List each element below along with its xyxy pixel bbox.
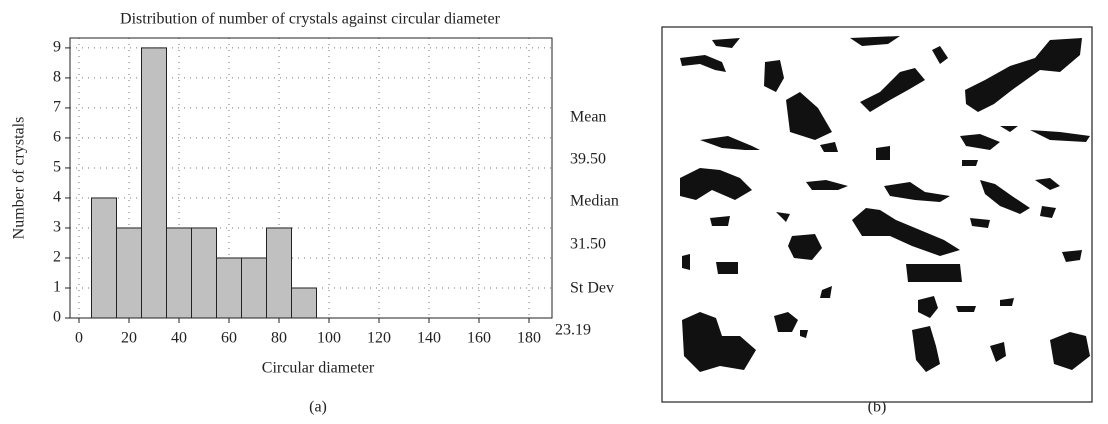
x-tick-label: 60 [221, 330, 237, 347]
bar [241, 257, 267, 319]
crystals [680, 36, 1090, 372]
x-tick-label: 140 [417, 330, 441, 347]
x-tick-label: 120 [367, 330, 391, 347]
y-tick-label: 1 [53, 279, 61, 296]
crystal-image [661, 26, 1093, 403]
caption: (b) [868, 399, 887, 416]
y-tick-label: 7 [53, 99, 61, 116]
plot-frame [69, 37, 553, 319]
x-tick-label: 0 [75, 330, 83, 347]
x-tick-label: 180 [517, 330, 541, 347]
stat-label: Mean [570, 109, 606, 126]
bar [116, 227, 142, 319]
bar [91, 197, 117, 319]
y-tick-label: 2 [53, 249, 61, 266]
bar [216, 257, 242, 319]
y-tick-label: 8 [53, 69, 61, 86]
y-tick-label: 4 [53, 189, 61, 206]
x-tick-label: 40 [171, 330, 187, 347]
caption: (a) [309, 399, 327, 416]
stat-label: Median [570, 193, 619, 210]
y-tick-label: 0 [53, 309, 61, 326]
stat-value: 39.50 [570, 151, 606, 168]
x-tick-label: 160 [467, 330, 491, 347]
bar [266, 227, 292, 319]
stat-value: 31.50 [570, 236, 606, 253]
x-tick-label: 20 [121, 330, 137, 347]
y-tick-label: 3 [53, 219, 61, 236]
stat-value: 23.19 [555, 322, 591, 339]
x-axis-label: Circular diameter [262, 360, 375, 377]
x-tick-label: 80 [271, 330, 287, 347]
bar [291, 287, 317, 319]
chart-title: Distribution of number of crystals again… [120, 11, 501, 28]
bar [141, 47, 167, 319]
bar [166, 227, 192, 319]
stat-label: St Dev [570, 280, 614, 297]
y-tick-label: 5 [53, 159, 61, 176]
y-axis-label: Number of crystals [11, 117, 28, 240]
y-tick-label: 6 [53, 129, 61, 146]
y-tick-label: 9 [53, 39, 61, 56]
x-tick-label: 100 [317, 330, 341, 347]
bar [191, 227, 217, 319]
